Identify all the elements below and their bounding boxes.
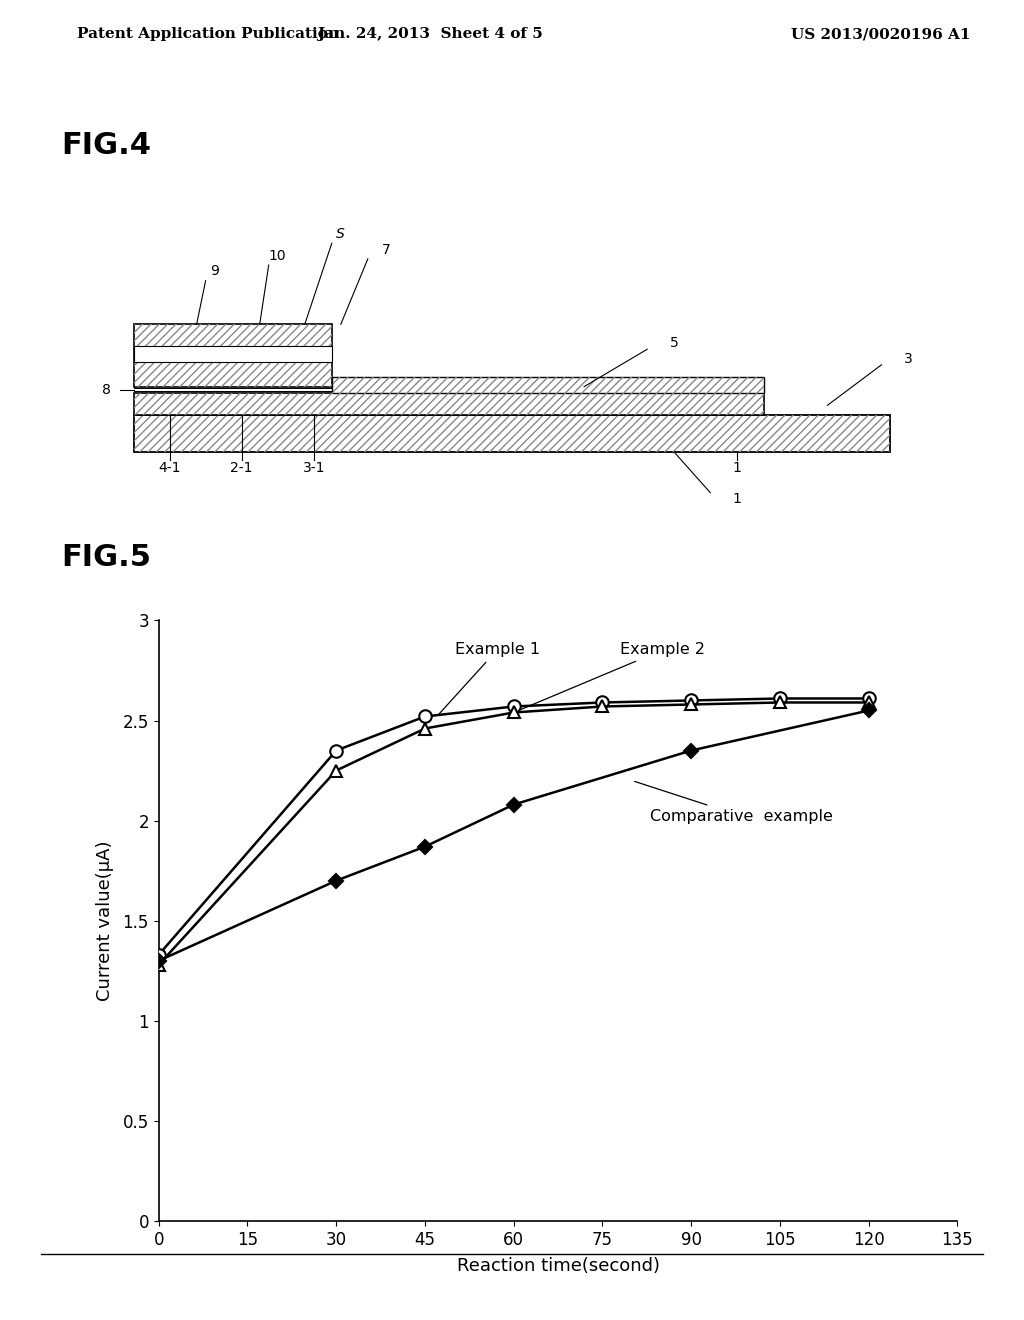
Bar xyxy=(133,414,891,451)
Bar xyxy=(133,325,332,387)
Text: 10: 10 xyxy=(269,248,287,263)
Text: 2-1: 2-1 xyxy=(230,462,253,475)
Text: Comparative  example: Comparative example xyxy=(635,781,833,824)
Bar xyxy=(133,393,764,414)
Text: Patent Application Publication: Patent Application Publication xyxy=(77,28,339,41)
Bar xyxy=(332,378,764,393)
Text: 7: 7 xyxy=(382,243,390,256)
Text: 5: 5 xyxy=(670,337,679,350)
Y-axis label: Current value(μA): Current value(μA) xyxy=(96,841,115,1001)
Text: 1: 1 xyxy=(733,492,741,506)
Bar xyxy=(133,393,764,414)
Bar xyxy=(133,414,891,451)
Text: Jan. 24, 2013  Sheet 4 of 5: Jan. 24, 2013 Sheet 4 of 5 xyxy=(317,28,543,41)
Text: FIG.5: FIG.5 xyxy=(61,544,152,572)
Text: FIG.4: FIG.4 xyxy=(61,131,152,160)
Bar xyxy=(133,325,332,387)
Bar xyxy=(133,346,332,362)
Text: S: S xyxy=(337,227,345,242)
Text: 9: 9 xyxy=(210,264,219,279)
Text: 3-1: 3-1 xyxy=(302,462,325,475)
X-axis label: Reaction time(second): Reaction time(second) xyxy=(457,1257,659,1275)
Text: Example 2: Example 2 xyxy=(516,643,706,711)
Text: 8: 8 xyxy=(102,383,111,397)
Text: 4-1: 4-1 xyxy=(159,462,181,475)
Bar xyxy=(332,378,764,393)
Text: US 2013/0020196 A1: US 2013/0020196 A1 xyxy=(791,28,971,41)
Text: 1: 1 xyxy=(733,462,741,475)
Text: 3: 3 xyxy=(904,351,912,366)
Text: Example 1: Example 1 xyxy=(438,643,540,714)
